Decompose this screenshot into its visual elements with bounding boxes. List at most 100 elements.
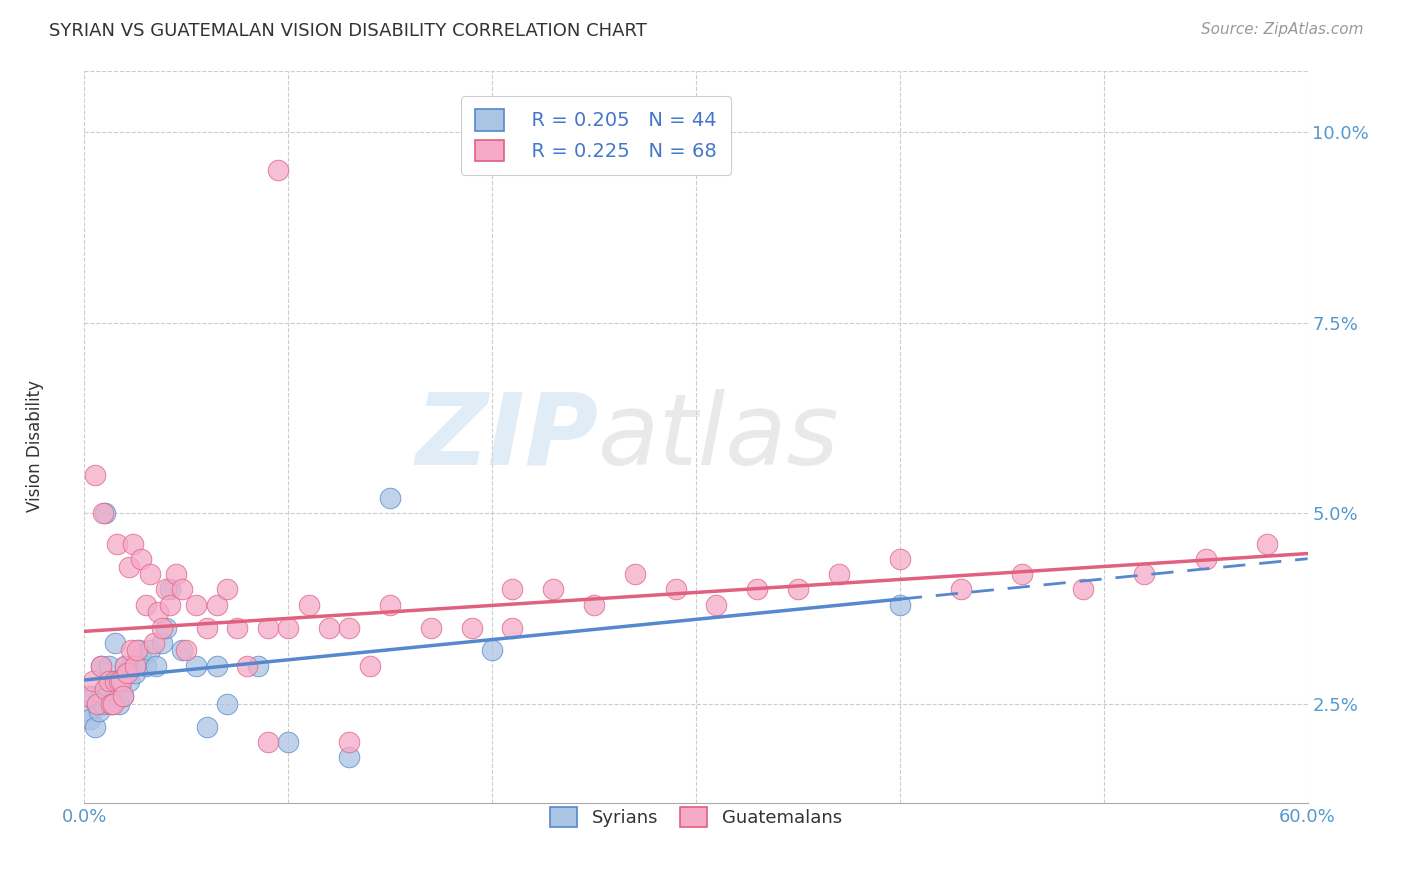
Point: [118, 559, 141, 574]
Point: [195, 621, 218, 635]
Point: [77, 705, 100, 719]
Point: [131, 651, 153, 665]
Point: [165, 567, 187, 582]
Point: [90, 658, 112, 673]
Point: [543, 582, 565, 597]
Point: [128, 643, 150, 657]
Point: [86, 697, 108, 711]
Point: [138, 643, 160, 657]
Point: [91, 697, 114, 711]
Point: [205, 598, 228, 612]
Point: [195, 720, 218, 734]
Point: [277, 621, 299, 635]
Point: [110, 673, 132, 688]
Point: [339, 621, 361, 635]
Point: [122, 537, 145, 551]
Point: [217, 697, 239, 711]
Point: [318, 621, 340, 635]
Point: [135, 598, 157, 612]
Point: [665, 582, 688, 597]
Point: [105, 537, 128, 551]
Point: [706, 598, 728, 612]
Point: [135, 658, 157, 673]
Point: [108, 697, 131, 711]
Point: [186, 598, 208, 612]
Point: [83, 468, 105, 483]
Point: [1133, 567, 1156, 582]
Point: [124, 666, 146, 681]
Point: [101, 697, 124, 711]
Point: [93, 681, 115, 696]
Point: [159, 582, 181, 597]
Point: [83, 720, 105, 734]
Point: [828, 567, 851, 582]
Point: [339, 750, 361, 764]
Point: [91, 506, 114, 520]
Point: [257, 621, 280, 635]
Point: [277, 735, 299, 749]
Point: [118, 673, 141, 688]
Point: [112, 689, 135, 703]
Point: [120, 658, 142, 673]
Point: [124, 658, 146, 673]
Point: [114, 658, 136, 673]
Point: [131, 552, 153, 566]
Point: [950, 582, 973, 597]
Legend: Syrians, Guatemalans: Syrians, Guatemalans: [540, 796, 852, 838]
Point: [420, 621, 443, 635]
Point: [104, 673, 127, 688]
Point: [87, 705, 110, 719]
Point: [100, 697, 122, 711]
Point: [105, 673, 128, 688]
Point: [380, 598, 402, 612]
Text: SYRIAN VS GUATEMALAN VISION DISABILITY CORRELATION CHART: SYRIAN VS GUATEMALAN VISION DISABILITY C…: [49, 22, 647, 40]
Point: [1256, 537, 1278, 551]
Point: [205, 658, 228, 673]
Point: [82, 673, 104, 688]
Point: [90, 689, 112, 703]
Point: [112, 689, 135, 703]
Point: [174, 643, 197, 657]
Point: [104, 636, 127, 650]
Point: [583, 598, 606, 612]
Point: [747, 582, 769, 597]
Point: [79, 712, 101, 726]
Point: [115, 666, 138, 681]
Point: [86, 697, 108, 711]
Point: [97, 681, 120, 696]
Point: [101, 673, 124, 688]
Point: [226, 621, 249, 635]
Point: [889, 598, 911, 612]
Point: [127, 643, 149, 657]
Point: [339, 735, 361, 749]
Point: [267, 163, 290, 178]
Point: [155, 621, 177, 635]
Point: [186, 658, 208, 673]
Point: [97, 658, 120, 673]
Point: [108, 673, 131, 688]
Text: atlas: atlas: [598, 389, 839, 485]
Point: [115, 666, 138, 681]
Point: [889, 552, 911, 566]
Point: [787, 582, 810, 597]
Point: [236, 658, 259, 673]
Point: [93, 506, 115, 520]
Point: [1073, 582, 1095, 597]
Point: [502, 621, 524, 635]
Point: [150, 636, 173, 650]
Point: [146, 605, 169, 619]
Point: [624, 567, 647, 582]
Text: Source: ZipAtlas.com: Source: ZipAtlas.com: [1201, 22, 1364, 37]
Point: [138, 567, 160, 582]
Point: [97, 673, 120, 688]
Point: [96, 681, 118, 696]
Text: ZIP: ZIP: [415, 389, 598, 485]
Point: [1011, 567, 1033, 582]
Point: [120, 643, 142, 657]
Point: [298, 598, 321, 612]
Point: [217, 582, 239, 597]
Point: [114, 658, 136, 673]
Point: [150, 621, 173, 635]
Point: [380, 491, 402, 505]
Point: [359, 658, 381, 673]
